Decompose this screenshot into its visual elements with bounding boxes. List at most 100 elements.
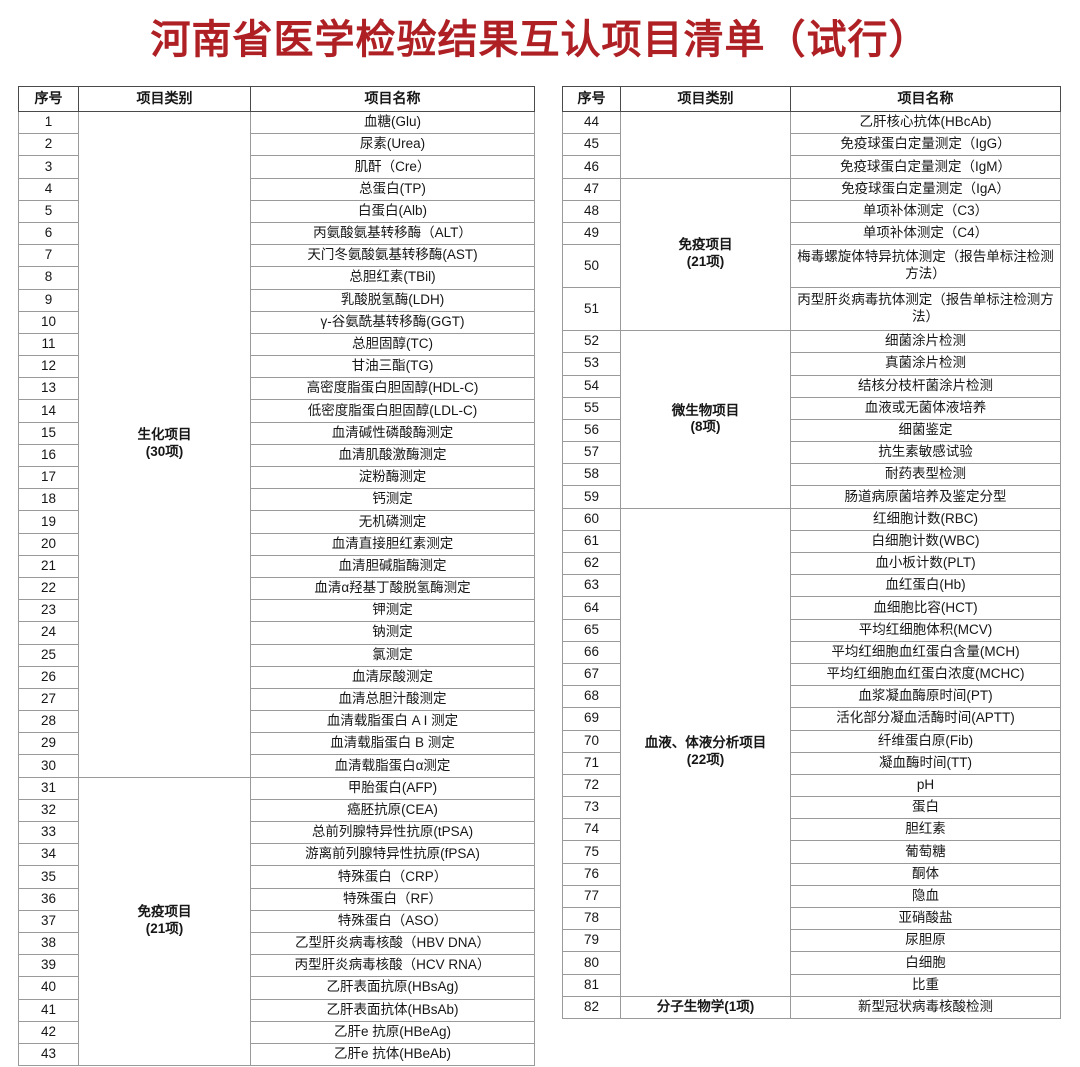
cell-seq: 1: [18, 110, 79, 135]
cell-seq: 68: [562, 685, 621, 709]
cell-project-name: 乙肝核心抗体(HBcAb): [790, 110, 1061, 135]
cell-seq: 54: [562, 374, 621, 398]
cell-project-name: 细菌涂片检测: [790, 330, 1061, 354]
cell-project-name: 尿素(Urea): [250, 133, 535, 157]
table-row: 21 血清胆碱脂酶测定: [18, 554, 535, 578]
cell-seq: 19: [18, 510, 79, 534]
cell-seq: 76: [562, 862, 621, 886]
cell-project-name: 乙型肝炎病毒核酸（HBV DNA）: [250, 931, 535, 956]
column-header-seq: 序号: [562, 86, 621, 112]
cell-project-name: 抗生素敏感试验: [790, 441, 1061, 465]
cell-seq: 44: [562, 110, 621, 135]
cell-seq: 72: [562, 773, 621, 798]
table-row: 19 无机磷测定: [18, 510, 535, 534]
cell-project-name: 纤维蛋白原(Fib): [790, 729, 1061, 753]
listing-table: 序号 项目类别 项目名称 1 生化项目 (30项) 血糖(Glu) 2 尿素(Urea) 3…: [18, 86, 535, 1067]
column-header-category: 项目类别: [78, 86, 251, 112]
cell-seq: 25: [18, 643, 79, 667]
cell-seq: 4: [18, 177, 79, 201]
cell-seq: 46: [562, 155, 621, 179]
table-row: 78 亚硝酸盐: [562, 906, 1061, 931]
cell-seq: 13: [18, 377, 79, 401]
cell-project-name: 血清肌酸激酶测定: [250, 443, 535, 468]
cell-project-name: 丙氨酸氨基转移酶（ALT）: [250, 221, 535, 246]
cell-seq: 20: [18, 532, 79, 556]
table-row: 47 免疫项目 (21项) 免疫球蛋白定量测定（IgA）: [562, 177, 1061, 332]
cell-seq: 18: [18, 488, 79, 512]
table-row: 1 生化项目 (30项) 血糖(Glu): [18, 110, 535, 778]
cell-project-name: γ-谷氨酰基转移酶(GGT): [250, 310, 535, 334]
table-row: 77 隐血: [562, 884, 1061, 909]
table-row: 48 单项补体测定（C3）: [562, 199, 1061, 223]
cell-seq: 17: [18, 465, 79, 490]
cell-project-name: 血细胞比容(HCT): [790, 596, 1061, 620]
table-row: 56 细菌鉴定: [562, 418, 1061, 443]
table-row: 39 丙型肝炎病毒核酸（HCV RNA）: [18, 954, 535, 978]
table-row: 69 活化部分凝血活酶时间(APTT): [562, 707, 1061, 731]
cell-seq: 23: [18, 599, 79, 623]
cell-project-name: 单项补体测定（C4）: [790, 221, 1061, 246]
cell-project-name: 肌酐（Cre）: [250, 155, 535, 179]
category-label: 生化项目: [137, 427, 192, 443]
category-label: 血液、体液分析项目: [644, 735, 767, 751]
cell-seq: 82: [562, 995, 621, 1019]
cell-project-name: 酮体: [790, 862, 1061, 886]
table-row: 64 血细胞比容(HCT): [562, 596, 1061, 620]
cell-project-name: 新型冠状病毒核酸检测: [790, 995, 1061, 1019]
cell-project-name: 乙肝表面抗体(HBsAb): [250, 998, 535, 1022]
cell-project-name: 血浆凝血酶原时间(PT): [790, 685, 1061, 709]
cell-seq: 40: [18, 976, 79, 1000]
cell-project-name: 结核分枝杆菌涂片检测: [790, 374, 1061, 398]
cell-category: 微生物项目 (8项): [620, 330, 791, 509]
cell-seq: 37: [18, 909, 79, 933]
cell-project-name: pH: [790, 773, 1061, 798]
cell-seq: 64: [562, 596, 621, 620]
cell-project-name: 血清尿酸测定: [250, 665, 535, 689]
cell-project-name: 耐药表型检测: [790, 463, 1061, 487]
category-label: 微生物项目: [671, 402, 740, 418]
cell-project-name: 低密度脂蛋白胆固醇(LDL-C): [250, 399, 535, 423]
cell-seq: 11: [18, 332, 79, 357]
cell-project-name: 总蛋白(TP): [250, 177, 535, 201]
cell-category: 生化项目 (30项): [78, 111, 251, 778]
cell-category: [620, 111, 791, 179]
table-row: 5 白蛋白(Alb): [18, 199, 535, 223]
cell-seq: 31: [18, 776, 79, 800]
cell-seq: 73: [562, 796, 621, 820]
table-header-row: 序号 项目类别 项目名称: [562, 86, 1061, 112]
cell-seq: 38: [18, 931, 79, 956]
cell-project-name: 血糖(Glu): [250, 110, 535, 135]
cell-seq: 51: [562, 287, 621, 332]
project-list-table-left: 序号 项目类别 项目名称 1 生化项目 (30项) 血糖(Glu) 2 尿素(Urea) 3…: [18, 86, 535, 1067]
table-row: 50 梅毒螺旋体特异抗体测定（报告单标注检测方法）: [562, 244, 1061, 289]
cell-seq: 14: [18, 399, 79, 423]
cell-project-name: 特殊蛋白（CRP）: [250, 865, 535, 889]
cell-project-name: 胆红素: [790, 818, 1061, 842]
cell-seq: 53: [562, 352, 621, 376]
cell-seq: 42: [18, 1020, 79, 1044]
cell-seq: 7: [18, 244, 79, 268]
cell-project-name: 总胆固醇(TC): [250, 332, 535, 357]
table-body: 1 生化项目 (30项) 血糖(Glu) 2 尿素(Urea) 3 肌酐（Cre） 4 总蛋白(T…: [18, 110, 535, 1067]
table-row: 52 微生物项目 (8项) 细菌涂片检测: [562, 330, 1061, 509]
cell-seq: 9: [18, 288, 79, 312]
cell-project-name: 特殊蛋白（RF）: [250, 887, 535, 911]
cell-seq: 48: [562, 199, 621, 223]
cell-seq: 75: [562, 840, 621, 864]
cell-seq: 52: [562, 330, 621, 354]
cell-seq: 15: [18, 421, 79, 445]
cell-seq: 35: [18, 865, 79, 889]
category-count: (21项): [145, 921, 184, 937]
cell-project-name: 真菌涂片检测: [790, 352, 1061, 376]
cell-project-name: 白细胞: [790, 951, 1061, 975]
cell-project-name: 血清总胆汁酸测定: [250, 687, 535, 712]
cell-project-name: 无机磷测定: [250, 510, 535, 534]
table-row: 42 乙肝e 抗原(HBeAg): [18, 1020, 535, 1044]
column-header-name: 项目名称: [250, 86, 535, 112]
category-label: 免疫项目: [678, 237, 733, 253]
cell-project-name: 血小板计数(PLT): [790, 551, 1061, 576]
cell-category: 免疫项目 (21项): [78, 776, 251, 1067]
table-row: 67 平均红细胞血红蛋白浓度(MCHC): [562, 662, 1061, 687]
cell-project-name: 钠测定: [250, 621, 535, 645]
column-header-seq: 序号: [18, 86, 79, 112]
